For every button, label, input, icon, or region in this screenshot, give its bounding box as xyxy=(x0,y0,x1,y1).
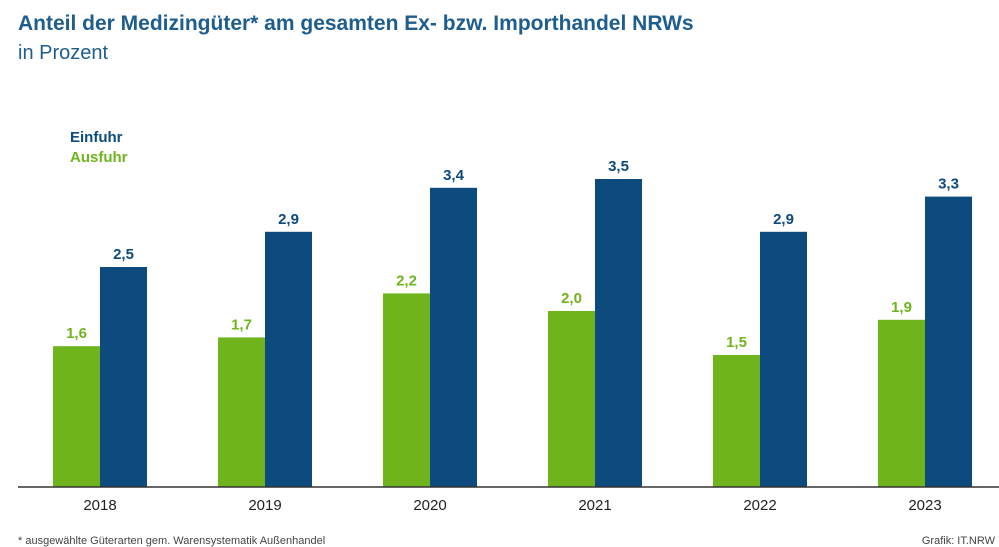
data-label-einfuhr-2018: 2,5 xyxy=(113,246,134,263)
data-label-einfuhr-2023: 3,3 xyxy=(938,176,959,193)
data-label-ausfuhr-2021: 2,0 xyxy=(561,290,582,307)
bar-einfuhr-2020 xyxy=(430,187,477,488)
bar-ausfuhr-2020 xyxy=(383,293,430,487)
legend-item-einfuhr: Einfuhr xyxy=(70,129,123,146)
bar-einfuhr-2018 xyxy=(100,267,147,487)
x-tick-label-2022: 2022 xyxy=(743,497,776,514)
bar-einfuhr-2019 xyxy=(265,231,312,487)
chart-title: Anteil der Medizingüter* am gesamten Ex-… xyxy=(18,12,694,35)
data-label-einfuhr-2020: 3,4 xyxy=(443,167,465,184)
data-label-ausfuhr-2018: 1,6 xyxy=(66,325,87,342)
data-label-einfuhr-2022: 2,9 xyxy=(773,211,794,228)
bar-einfuhr-2023 xyxy=(925,196,972,487)
footnote: * ausgewählte Güterarten gem. Warensyste… xyxy=(18,535,326,547)
x-tick-label-2020: 2020 xyxy=(413,497,446,514)
bar-einfuhr-2021 xyxy=(595,179,642,487)
legend-item-ausfuhr: Ausfuhr xyxy=(70,149,128,166)
x-tick-label-2018: 2018 xyxy=(83,497,116,514)
source-credit: Grafik: IT.NRW xyxy=(921,535,995,547)
bar-ausfuhr-2022 xyxy=(713,355,760,487)
data-label-einfuhr-2021: 3,5 xyxy=(608,158,629,175)
bar-ausfuhr-2023 xyxy=(878,319,925,487)
data-label-ausfuhr-2022: 1,5 xyxy=(726,334,747,351)
x-tick-label-2019: 2019 xyxy=(248,497,281,514)
bar-ausfuhr-2021 xyxy=(548,311,595,487)
x-tick-label-2023: 2023 xyxy=(908,497,941,514)
bar-einfuhr-2022 xyxy=(760,231,807,487)
chart-subtitle: in Prozent xyxy=(18,42,109,64)
data-label-einfuhr-2019: 2,9 xyxy=(278,211,299,228)
x-tick-label-2021: 2021 xyxy=(578,497,611,514)
bars-group: 1,6 2,5 2018 1,7 2,9 2019 2,2 3,4 2020 2,0 3,5 2021… xyxy=(53,158,972,514)
bar-ausfuhr-2018 xyxy=(53,346,100,487)
data-label-ausfuhr-2019: 1,7 xyxy=(231,316,252,333)
bar-ausfuhr-2019 xyxy=(218,337,265,487)
data-label-ausfuhr-2020: 2,2 xyxy=(396,272,417,289)
legend: Einfuhr Ausfuhr xyxy=(70,128,128,168)
data-label-ausfuhr-2023: 1,9 xyxy=(891,299,912,316)
